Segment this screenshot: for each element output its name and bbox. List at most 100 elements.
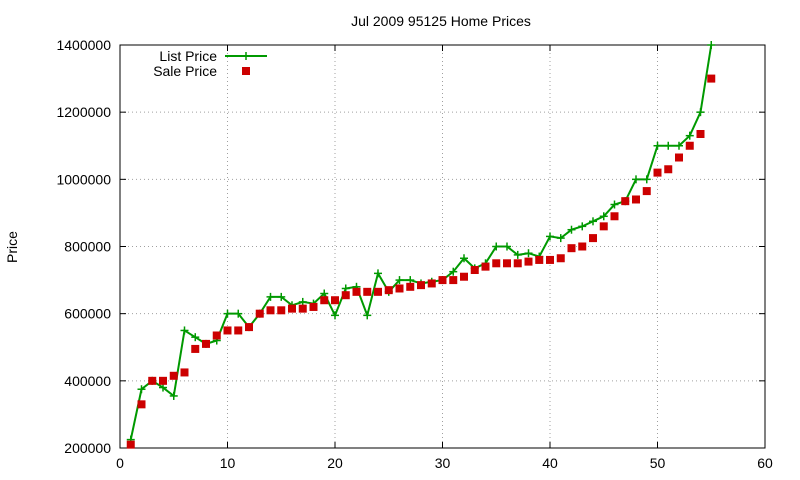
sale-price-point	[277, 306, 286, 315]
sale-price-point	[137, 400, 146, 409]
grid	[120, 45, 765, 448]
sale-price-point	[245, 323, 253, 332]
sale-price-point	[546, 255, 554, 264]
legend-sample-sale-price	[242, 67, 250, 75]
list-price-point	[492, 242, 501, 251]
sale-price-point	[126, 440, 135, 449]
sale-price-point	[481, 262, 490, 271]
list-price-point	[137, 385, 146, 394]
series	[126, 41, 716, 449]
sale-price-point	[632, 195, 640, 204]
list-price-point	[234, 309, 243, 318]
list-price-point	[578, 222, 587, 231]
sale-price-point	[159, 376, 167, 385]
list-price-point	[223, 309, 232, 318]
chart-title: Jul 2009 95125 Home Prices	[351, 13, 531, 29]
x-tick-label: 60	[757, 455, 773, 471]
list-price-point	[664, 141, 673, 150]
sale-price-point	[524, 257, 533, 266]
sale-price-point	[653, 168, 662, 177]
sale-price-point	[685, 141, 694, 150]
sale-price-point	[417, 281, 425, 290]
y-tick-label: 1200000	[56, 104, 111, 120]
sale-price-point	[331, 296, 339, 305]
y-tick-label: 800000	[64, 239, 111, 255]
x-tick-label: 20	[327, 455, 343, 471]
sale-price-point	[460, 272, 468, 281]
list-price-point	[599, 212, 608, 221]
y-tick-label: 200000	[64, 440, 111, 456]
list-price-point	[374, 269, 382, 278]
sale-price-point	[406, 282, 415, 291]
sale-price-point	[309, 302, 318, 311]
sale-price-point	[223, 326, 232, 335]
x-tick-label: 10	[220, 455, 236, 471]
list-price-point	[277, 292, 286, 301]
sale-price-point	[492, 259, 501, 268]
list-price-point	[331, 311, 339, 320]
y-tick-label: 400000	[64, 373, 111, 389]
list-price-point	[159, 383, 167, 392]
sale-price-point	[556, 254, 565, 263]
list-price-point	[341, 284, 350, 293]
list-price-point	[363, 311, 372, 320]
sale-price-point	[212, 331, 221, 340]
list-price-point	[556, 234, 565, 243]
sale-price-point	[513, 259, 522, 268]
sale-price-point	[589, 234, 597, 243]
sale-price-point	[374, 287, 382, 296]
sale-price-point	[255, 309, 264, 318]
legend-label-list-price: List Price	[159, 48, 217, 64]
sale-price-point	[470, 266, 479, 275]
list-price-point	[696, 108, 705, 117]
sale-price-point	[180, 368, 189, 377]
sale-price-point	[664, 165, 673, 174]
list-price-point	[406, 276, 415, 285]
legend-marker-sale-price	[242, 67, 250, 75]
sale-price-point	[384, 286, 393, 295]
list-price-point	[546, 232, 554, 241]
sale-price-point	[621, 197, 630, 206]
list-price-point	[169, 391, 178, 400]
sale-price-point	[202, 339, 210, 348]
list-price-point	[707, 41, 716, 49]
sale-price-point	[696, 129, 705, 138]
sale-price-point	[363, 287, 372, 296]
sale-price-point	[148, 376, 157, 385]
sale-price-point	[642, 187, 651, 196]
y-tick-labels: 200000 400000 600000 800000 1000000 1200000 14…	[56, 37, 111, 456]
sale-price-point	[169, 371, 178, 380]
list-price-point	[180, 326, 189, 335]
sale-price-point	[707, 74, 716, 83]
sale-price-point	[288, 304, 296, 313]
list-price-point	[685, 131, 694, 140]
list-price-point	[589, 217, 597, 226]
sale-price-point	[610, 212, 619, 221]
sale-price-point	[599, 222, 608, 231]
list-price-point	[653, 141, 662, 150]
legend-marker-list-price	[242, 52, 250, 60]
sale-price-point	[298, 304, 307, 313]
y-tick-label: 1000000	[56, 171, 111, 187]
sale-price-point	[578, 242, 587, 251]
sale-price-point	[449, 276, 458, 285]
sale-price-point	[395, 284, 404, 293]
x-tick-label: 0	[116, 455, 124, 471]
list-price-point	[320, 289, 329, 298]
sale-price-point	[567, 244, 576, 253]
list-price-point	[395, 276, 404, 285]
y-tick-label: 1400000	[56, 37, 111, 53]
legend-sample-list-price	[225, 52, 267, 60]
sale-price-point	[535, 255, 544, 264]
list-price-point	[503, 242, 511, 251]
legend-label-sale-price: Sale Price	[153, 63, 217, 79]
sale-price-point	[191, 344, 200, 353]
y-tick-label: 600000	[64, 306, 111, 322]
list-price-point	[191, 333, 200, 342]
sale-price-point	[427, 279, 436, 288]
x-tick-label: 50	[650, 455, 666, 471]
list-price-point	[266, 292, 275, 301]
y-axis-label: Price	[4, 231, 20, 263]
list-price-point	[524, 249, 533, 258]
